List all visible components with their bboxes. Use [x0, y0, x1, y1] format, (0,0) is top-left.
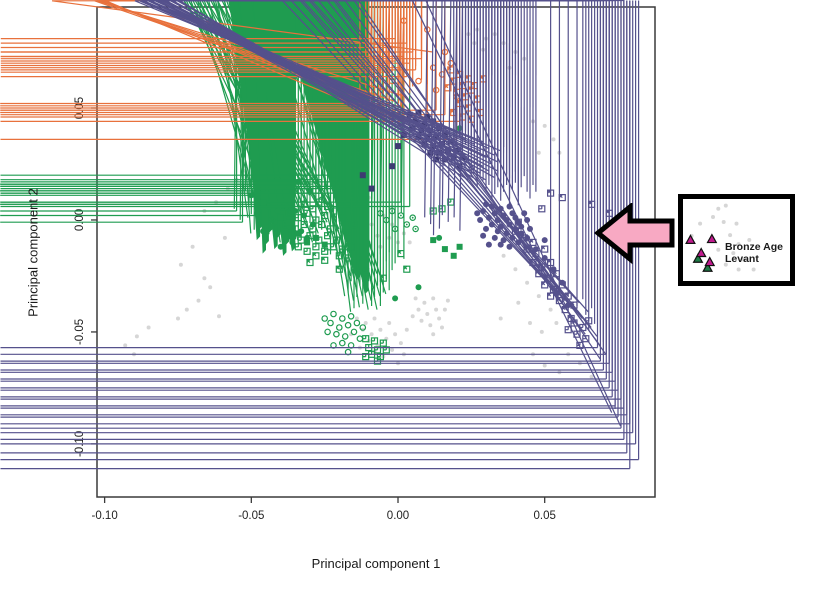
- inset-box: Bronze Age Levant: [678, 194, 795, 286]
- svg-text:-0.05: -0.05: [74, 319, 86, 345]
- inset-label: Bronze Age Levant: [725, 241, 783, 265]
- y-axis-title: Principal component 2: [25, 188, 41, 317]
- svg-text:-0.05: -0.05: [238, 510, 264, 522]
- svg-text:0.05: 0.05: [533, 510, 555, 522]
- inset-label-line1: Bronze Age: [725, 241, 783, 253]
- svg-text:-0.10: -0.10: [92, 510, 118, 522]
- svg-text:0.00: 0.00: [74, 209, 86, 231]
- inset-label-line2: Levant: [725, 253, 759, 265]
- svg-text:0.00: 0.00: [387, 510, 409, 522]
- inset-scatter: [685, 203, 756, 272]
- x-axis-title: Principal component 1: [311, 556, 441, 571]
- callout-arrow-icon: [593, 201, 681, 270]
